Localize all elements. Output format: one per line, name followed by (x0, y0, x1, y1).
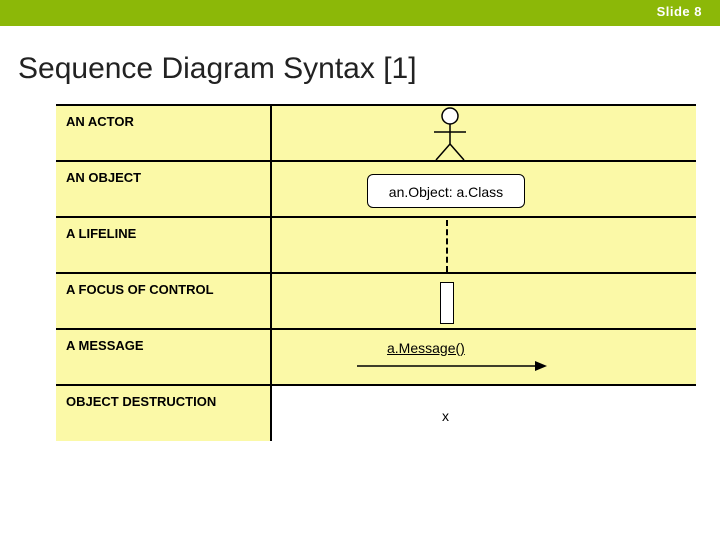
message-text: a.Message() (387, 340, 465, 356)
row-label-actor: AN ACTOR (66, 114, 134, 129)
header-bar: Slide 8 (0, 0, 720, 26)
message-arrow-icon (357, 360, 547, 372)
row-label-focus: A FOCUS OF CONTROL (66, 282, 214, 297)
row-label-destruction: OBJECT DESTRUCTION (66, 394, 216, 409)
page-title: Sequence Diagram Syntax [1] (18, 52, 720, 86)
actor-icon (422, 106, 482, 162)
destruction-symbol: x (442, 408, 449, 424)
row-label-object: AN OBJECT (66, 170, 141, 185)
slide-number-label: Slide 8 (657, 4, 702, 19)
row-label-message: A MESSAGE (66, 338, 144, 353)
object-box: an.Object: a.Class (367, 174, 525, 208)
lifeline-icon (446, 220, 448, 272)
row-label-lifeline: A LIFELINE (66, 226, 136, 241)
focus-of-control-icon (440, 282, 454, 324)
syntax-table: AN ACTOR AN OBJECT an.Object: a.Class A … (56, 104, 696, 441)
